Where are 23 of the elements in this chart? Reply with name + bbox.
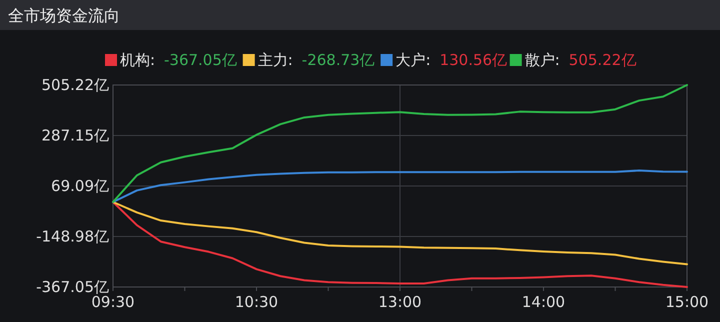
text: 505.22亿 (568, 51, 636, 69)
line-series (112, 201, 688, 266)
legend-label: 散户: (524, 51, 560, 69)
legend-label: 主力: (258, 51, 293, 69)
y-tick-label: 287.15亿 (42, 126, 109, 144)
y-tick-label: -148.98亿 (36, 228, 109, 246)
line-series (112, 170, 688, 203)
x-tick-label: 10:30 (234, 293, 278, 311)
text: -367.05亿 (164, 51, 237, 69)
line-series (112, 84, 688, 203)
y-tick-label: 505.22亿 (42, 76, 109, 94)
legend-label: 大户: (396, 51, 431, 69)
y-tick-label: 69.09亿 (51, 177, 109, 195)
legend-label: 机构: (120, 51, 156, 69)
chart-title: 全市场资金流向 (8, 6, 120, 25)
text: 130.56亿 (440, 51, 508, 69)
x-tick-label: 13:00 (378, 293, 422, 311)
line-series (112, 201, 688, 288)
x-tick-label: 09:30 (91, 293, 135, 311)
x-tick-label: 15:00 (665, 293, 709, 311)
text: -268.73亿 (302, 51, 375, 69)
x-tick-label: 14:00 (522, 293, 566, 311)
y-tick-label: -367.05亿 (36, 278, 109, 296)
